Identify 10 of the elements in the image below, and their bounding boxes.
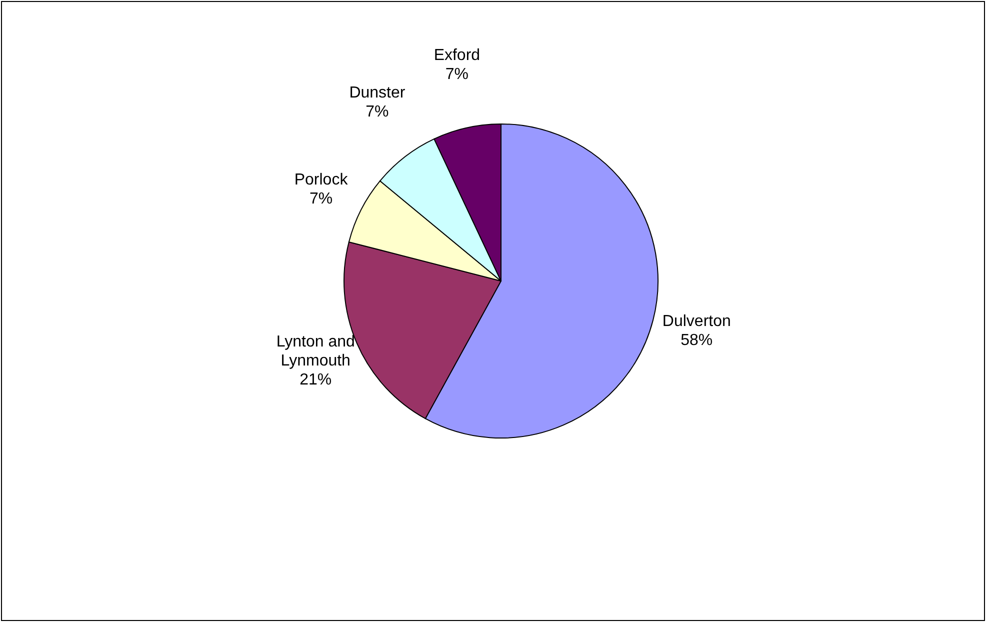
slice-label: Dulverton	[662, 313, 731, 330]
slice-label: Dunster	[349, 84, 406, 102]
data-label: 7%	[366, 103, 389, 120]
slice-label: Exford	[434, 46, 480, 64]
data-label: 7%	[309, 190, 333, 208]
data-label: 58%	[680, 332, 713, 350]
slice-label: Porlock	[294, 171, 349, 188]
slice-label: Lynton and Lynmouth	[276, 334, 355, 370]
data-label: 21%	[300, 372, 332, 389]
data-label: 7%	[445, 66, 468, 83]
